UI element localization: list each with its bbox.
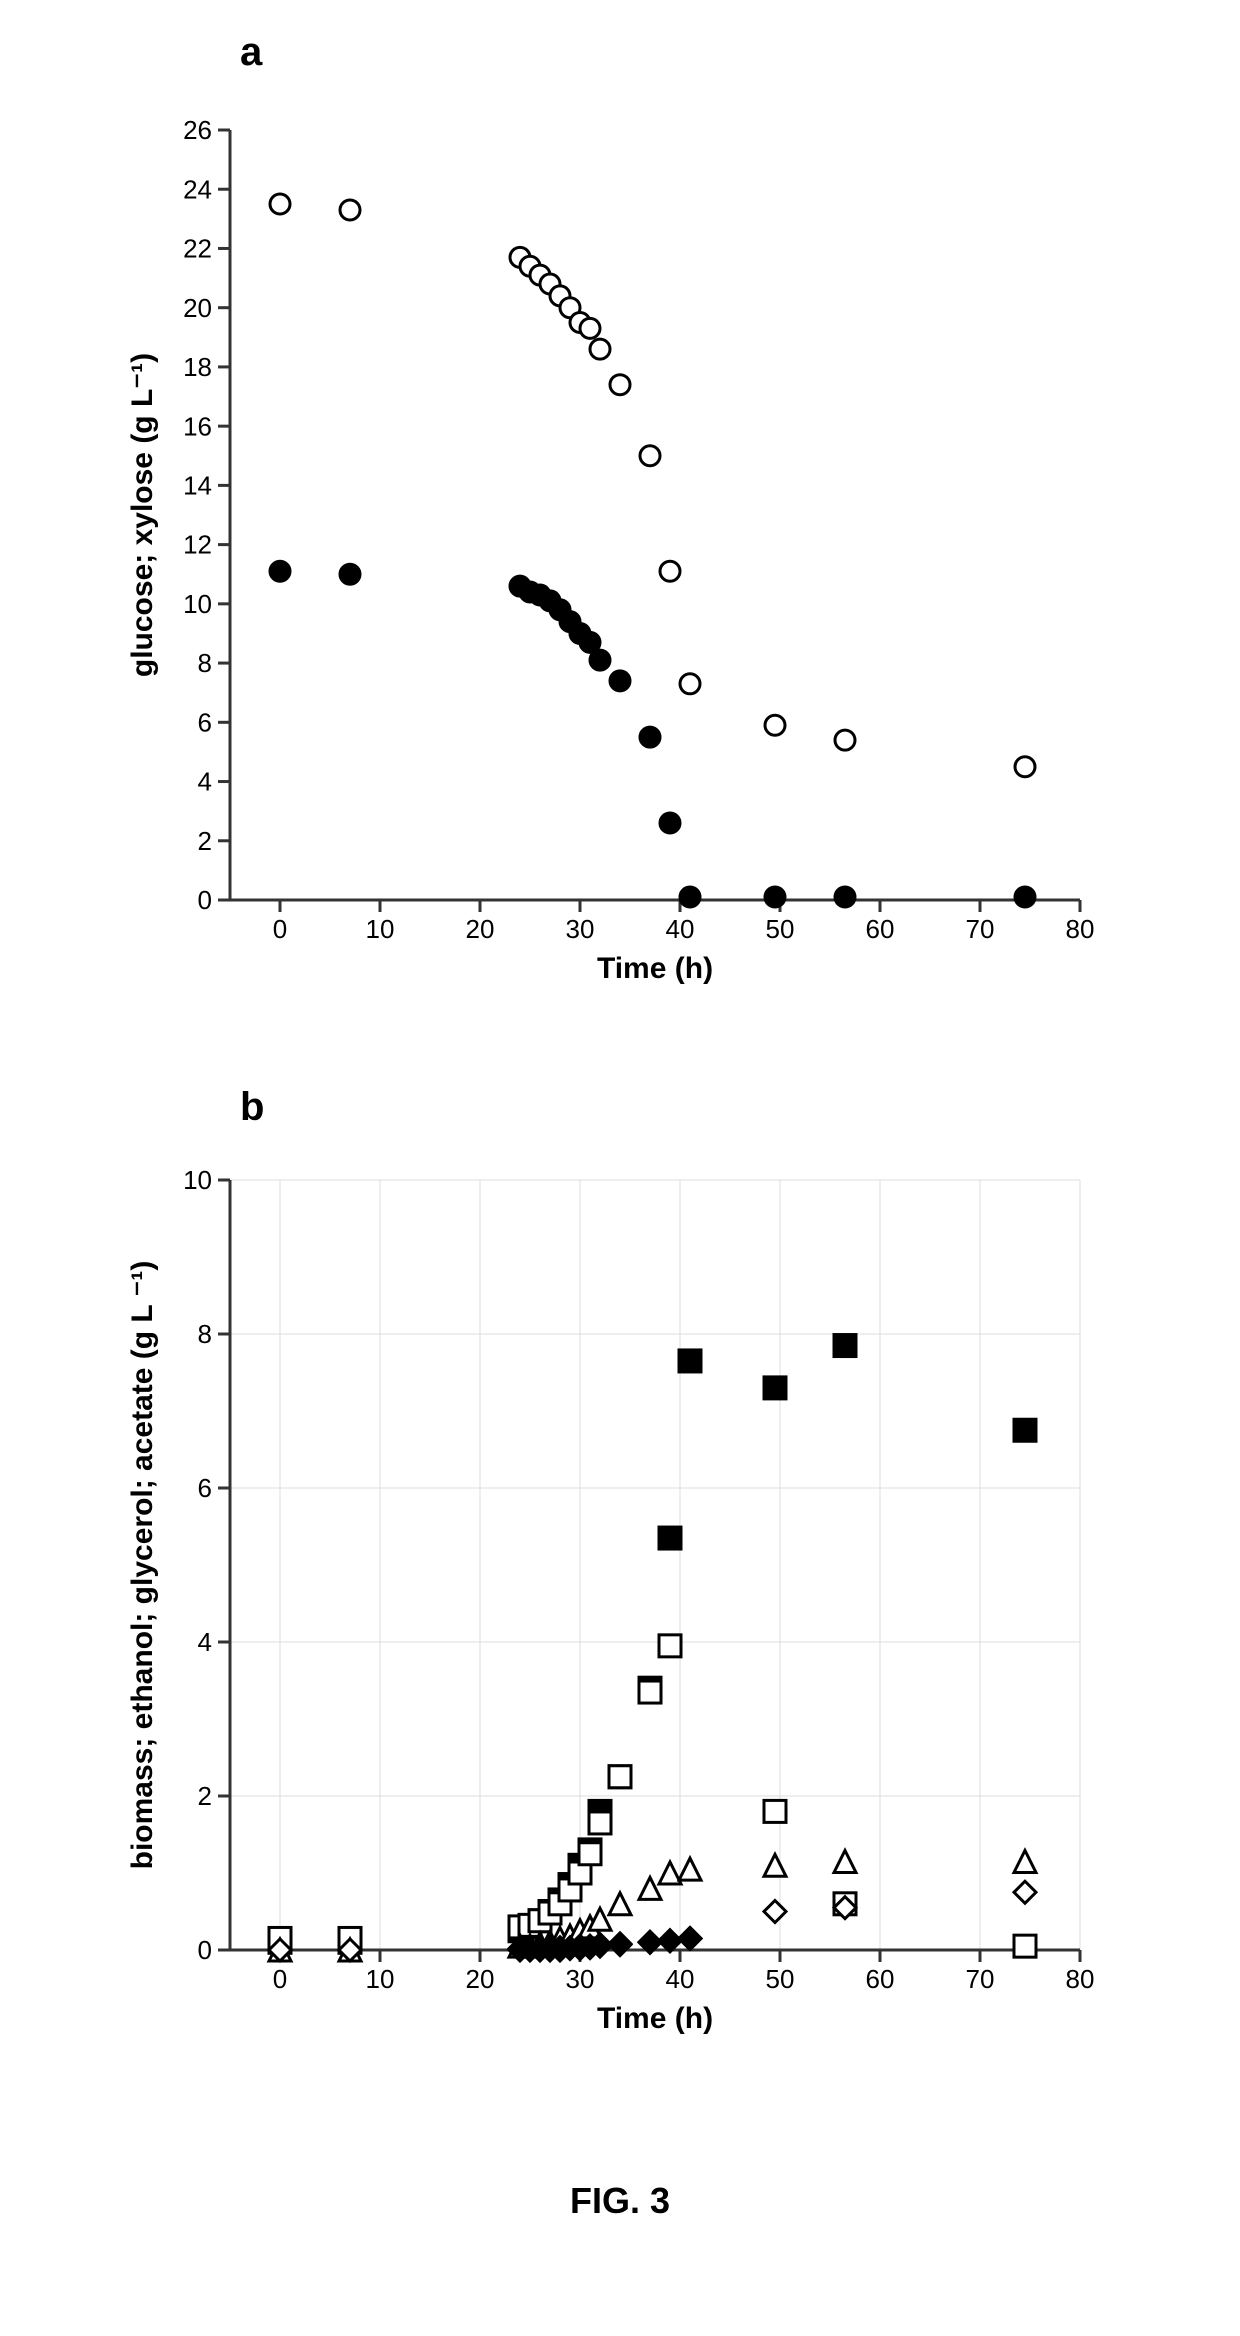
svg-text:12: 12 — [183, 530, 212, 560]
charts-svg: 0102030405060708002468101214161820222426… — [0, 0, 1240, 2336]
svg-text:20: 20 — [183, 293, 212, 323]
svg-text:10: 10 — [366, 914, 395, 944]
svg-text:Time (h): Time (h) — [597, 2002, 713, 2035]
svg-text:60: 60 — [866, 914, 895, 944]
svg-text:70: 70 — [966, 914, 995, 944]
svg-text:20: 20 — [466, 914, 495, 944]
svg-text:80: 80 — [1066, 914, 1095, 944]
svg-text:22: 22 — [183, 234, 212, 264]
svg-text:0: 0 — [273, 1964, 287, 1994]
svg-text:0: 0 — [198, 1935, 212, 1965]
svg-text:40: 40 — [666, 914, 695, 944]
svg-text:6: 6 — [198, 1473, 212, 1503]
svg-text:6: 6 — [198, 707, 212, 737]
svg-text:biomass; ethanol; glycerol; ac: biomass; ethanol; glycerol; acetate (g L… — [126, 1261, 159, 1870]
svg-text:Time (h): Time (h) — [597, 952, 713, 985]
svg-text:50: 50 — [766, 914, 795, 944]
svg-text:70: 70 — [966, 1964, 995, 1994]
svg-text:10: 10 — [366, 1964, 395, 1994]
page: { "figure_caption": "FIG. 3", "caption_f… — [0, 0, 1240, 2336]
svg-text:4: 4 — [198, 1627, 212, 1657]
svg-text:30: 30 — [566, 914, 595, 944]
svg-text:2: 2 — [198, 1781, 212, 1811]
svg-text:14: 14 — [183, 470, 212, 500]
svg-text:60: 60 — [866, 1964, 895, 1994]
svg-text:4: 4 — [198, 767, 212, 797]
svg-text:18: 18 — [183, 352, 212, 382]
svg-text:8: 8 — [198, 1319, 212, 1349]
svg-text:80: 80 — [1066, 1964, 1095, 1994]
svg-text:glucose; xylose (g L⁻¹): glucose; xylose (g L⁻¹) — [126, 353, 159, 677]
svg-text:2: 2 — [198, 826, 212, 856]
svg-text:20: 20 — [466, 1964, 495, 1994]
svg-text:16: 16 — [183, 411, 212, 441]
svg-text:10: 10 — [183, 589, 212, 619]
svg-text:0: 0 — [198, 885, 212, 915]
svg-text:50: 50 — [766, 1964, 795, 1994]
svg-text:26: 26 — [183, 115, 212, 145]
svg-text:10: 10 — [183, 1165, 212, 1195]
svg-text:0: 0 — [273, 914, 287, 944]
svg-text:30: 30 — [566, 1964, 595, 1994]
svg-text:40: 40 — [666, 1964, 695, 1994]
svg-text:8: 8 — [198, 648, 212, 678]
svg-text:24: 24 — [183, 174, 212, 204]
